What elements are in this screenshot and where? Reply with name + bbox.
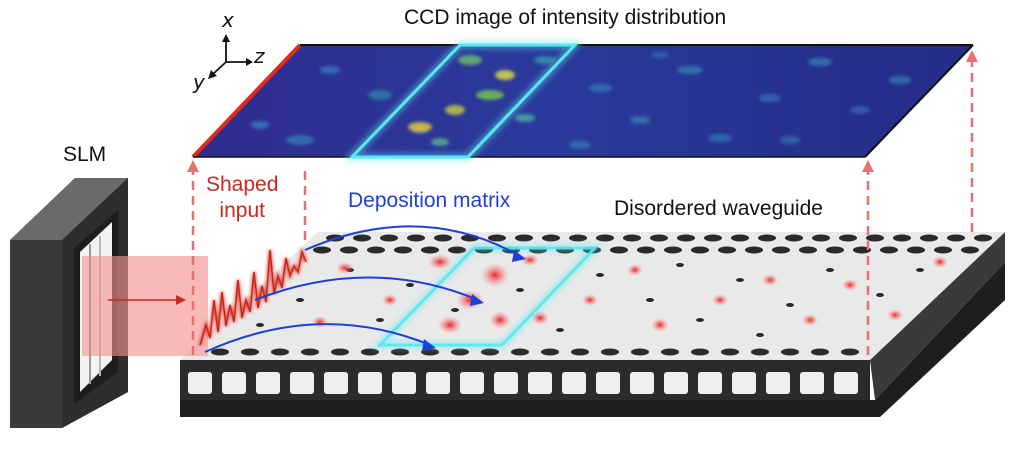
waveguide-label: Disordered waveguide bbox=[614, 197, 823, 220]
ccd-input-edge bbox=[191, 43, 302, 159]
projection-arrowheads bbox=[187, 50, 978, 172]
deposition-matrix-label: Deposition matrix bbox=[348, 189, 511, 212]
waveguide-side bbox=[180, 360, 870, 400]
air-hole-row-front bbox=[188, 372, 858, 394]
projection-lines bbox=[191, 60, 974, 355]
shaped-input-label-line2: input bbox=[219, 199, 265, 222]
waveguide-highlight-region bbox=[370, 244, 605, 349]
axis-x-label: x bbox=[222, 8, 234, 32]
shaped-input-waveform bbox=[198, 246, 308, 346]
axis-z-label: z bbox=[254, 44, 265, 68]
input-beam bbox=[82, 256, 208, 356]
ccd-highlight-region bbox=[342, 41, 585, 161]
shaped-input-label-line1: Shaped bbox=[206, 173, 279, 196]
deposition-arrows bbox=[204, 225, 526, 353]
speckle-pattern bbox=[251, 52, 912, 149]
slm-label: SLM bbox=[63, 143, 107, 166]
shaped-input-label: Shaped input bbox=[206, 172, 278, 224]
ccd-title: CCD image of intensity distribution bbox=[404, 6, 727, 29]
axis-y-label: y bbox=[193, 70, 205, 94]
axis-gizmo bbox=[208, 34, 253, 79]
air-hole-row-back bbox=[313, 234, 992, 254]
ccd-image-panel bbox=[191, 41, 974, 161]
